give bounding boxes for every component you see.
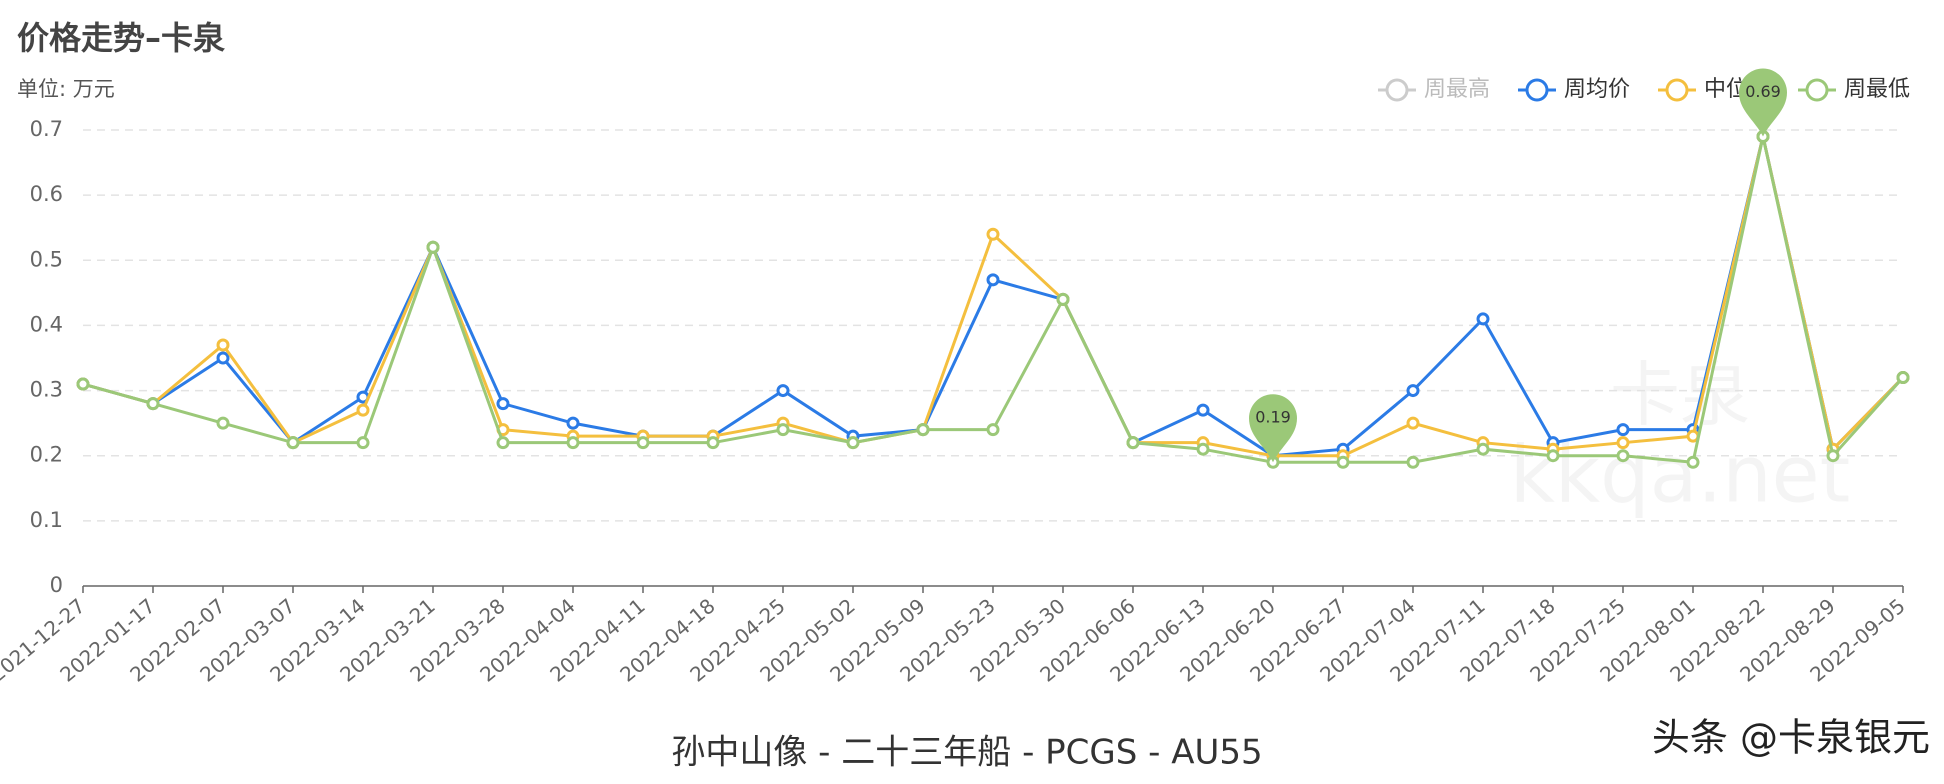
data-point [1476,442,1490,456]
data-point [76,377,90,391]
data-point [146,397,160,411]
y-tick-label: 0 [50,573,63,597]
data-point [846,436,860,450]
data-point [1196,403,1210,417]
site-watermark: kkqa.net [1510,430,1850,520]
data-point [1196,442,1210,456]
data-point [1336,455,1350,469]
data-point [1616,436,1630,450]
legend-marker [1665,78,1689,102]
data-point [1616,449,1630,463]
data-point [1826,449,1840,463]
legend-label: 周最低 [1844,77,1910,102]
chart-title: 价格走势–卡泉 [17,19,225,57]
mark-pin [1249,394,1297,463]
data-point [1476,312,1490,326]
y-tick-label: 0.1 [30,508,63,532]
data-point [1406,455,1420,469]
y-tick-label: 0.3 [30,378,63,402]
data-point [1056,292,1070,306]
y-tick-label: 0.2 [30,443,63,467]
y-tick-label: 0.7 [30,117,63,141]
legend-marker [1805,78,1829,102]
data-point [776,384,790,398]
data-point [706,436,720,450]
y-axis-label: 单位: 万元 [17,77,115,101]
data-point [496,436,510,450]
data-point [1686,455,1700,469]
data-point [216,338,230,352]
mark-pin-label: 0.69 [1745,82,1781,101]
data-point [286,436,300,450]
data-point [566,416,580,430]
site-watermark: 卡泉 [1610,354,1750,436]
data-point [356,436,370,450]
data-point [986,273,1000,287]
data-point [1126,436,1140,450]
y-tick-label: 0.5 [30,247,63,271]
data-point [356,403,370,417]
data-point [916,423,930,437]
legend-marker [1525,78,1549,102]
data-point [1406,384,1420,398]
y-tick-label: 0.6 [30,182,63,206]
data-point [1896,371,1910,385]
mark-pin [1739,68,1787,137]
legend-label: 周最高 [1424,77,1490,102]
caption: 孙中山像 - 二十三年船 - PCGS - AU55 [671,733,1262,773]
mark-pin-label: 0.19 [1255,408,1291,427]
data-point [496,397,510,411]
data-point [216,416,230,430]
data-point [1616,423,1630,437]
data-point [1546,449,1560,463]
data-point [986,227,1000,241]
data-point [1406,416,1420,430]
data-point [216,351,230,365]
legend-marker [1385,78,1409,102]
legend-label: 周均价 [1564,77,1630,102]
data-point [566,436,580,450]
data-point [986,423,1000,437]
y-tick-label: 0.4 [30,312,63,336]
data-point [636,436,650,450]
data-point [426,240,440,254]
watermark: 头条 @卡泉银元 [1652,716,1930,760]
data-point [776,423,790,437]
